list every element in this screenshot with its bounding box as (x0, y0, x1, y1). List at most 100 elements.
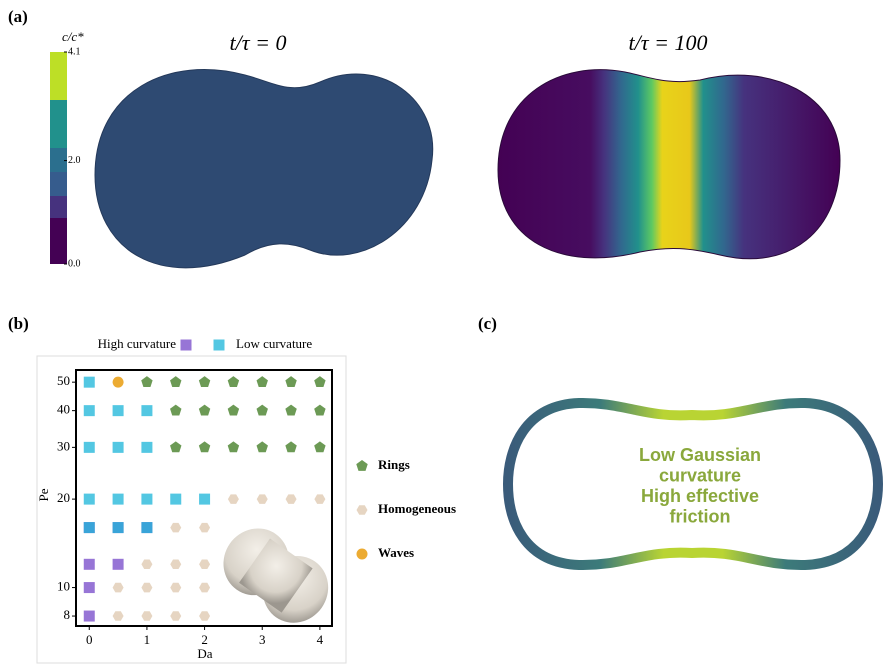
legend-marker (214, 340, 225, 351)
point (199, 560, 210, 570)
point (84, 442, 95, 453)
point (141, 442, 152, 453)
panel-b: (b) Pe Da (8, 314, 346, 663)
point (170, 611, 181, 621)
legend-label: Homogeneous (378, 501, 456, 516)
panel-c: (c) (478, 314, 878, 565)
colorbar-label: c/c* (62, 29, 84, 44)
y-tick-label: 40 (57, 402, 70, 417)
point (228, 376, 239, 387)
point (170, 376, 181, 387)
legend-label: Rings (378, 457, 410, 472)
point (257, 494, 268, 504)
y-tick-label: 10 (57, 579, 70, 594)
point (141, 560, 152, 570)
point (84, 611, 95, 622)
point (113, 583, 124, 593)
point (228, 494, 239, 504)
annotation: curvature (659, 465, 741, 485)
y-tick-label: 20 (57, 490, 70, 505)
point (113, 522, 124, 533)
point (141, 522, 152, 533)
point (141, 494, 152, 505)
point (199, 405, 210, 416)
y-tick-label: 50 (57, 373, 70, 388)
point (141, 405, 152, 416)
x-tick-label: 3 (259, 632, 266, 647)
y-axis-label: Pe (36, 488, 51, 501)
point (228, 441, 239, 452)
point (228, 405, 239, 416)
point (141, 583, 152, 593)
point (84, 522, 95, 533)
colorbar (50, 52, 67, 264)
panel-a: (a) t/τ = 0 t/τ = 100 c/c* (8, 7, 840, 268)
point (170, 494, 181, 505)
figure: (a) t/τ = 0 t/τ = 100 c/c* (b) Pe Da (c)… (0, 0, 885, 664)
point (257, 405, 268, 416)
point (113, 377, 124, 388)
point (113, 559, 124, 570)
point (170, 560, 181, 570)
vesicle (498, 70, 840, 259)
colorbar-tick-label: 2.0 (68, 155, 81, 166)
point (84, 559, 95, 570)
point (314, 376, 325, 387)
x-tick-label: 4 (317, 632, 324, 647)
point (199, 583, 210, 593)
point (314, 441, 325, 452)
point (113, 405, 124, 416)
panel-label: (c) (478, 314, 497, 333)
legend-label: Waves (378, 545, 414, 560)
point (314, 405, 325, 416)
point (170, 523, 181, 533)
title: t/τ = 0 (230, 30, 287, 55)
x-tick-label: 0 (86, 632, 93, 647)
point (170, 405, 181, 416)
legend-label: High curvature (98, 336, 177, 351)
point (113, 494, 124, 505)
title: t/τ = 100 (629, 30, 708, 55)
point (141, 611, 152, 621)
vesicle (95, 70, 433, 268)
legend-label: Low curvature (236, 336, 312, 351)
inset-shape (210, 516, 341, 636)
legend-marker (357, 505, 368, 515)
point (84, 405, 95, 416)
legend-marker (357, 549, 368, 560)
panel-label: (a) (8, 7, 28, 26)
point (199, 611, 210, 621)
point (257, 376, 268, 387)
legend-marker (181, 340, 192, 351)
point (113, 442, 124, 453)
y-tick-label: 30 (57, 438, 70, 453)
point (199, 523, 210, 533)
point (199, 441, 210, 452)
panel-label: (b) (8, 314, 29, 333)
point (257, 441, 268, 452)
point (199, 376, 210, 387)
annotation: friction (670, 506, 731, 526)
point (170, 441, 181, 452)
point (199, 494, 210, 505)
point (285, 376, 296, 387)
point (113, 611, 124, 621)
point (285, 441, 296, 452)
point (84, 377, 95, 388)
x-tick-label: 2 (201, 632, 208, 647)
x-axis-label: Da (197, 646, 212, 661)
point (141, 376, 152, 387)
point (84, 582, 95, 593)
x-tick-label: 1 (144, 632, 151, 647)
point (286, 494, 297, 504)
y-tick-label: 8 (64, 607, 71, 622)
legend-marker (356, 460, 367, 471)
annotation: Low Gaussian (639, 445, 761, 465)
point (84, 494, 95, 505)
point (314, 494, 325, 504)
point (170, 583, 181, 593)
colorbar-tick-label: 0.0 (68, 258, 81, 269)
point (285, 405, 296, 416)
colorbar-tick-label: 4.1 (68, 46, 81, 57)
annotation: High effective (641, 486, 759, 506)
